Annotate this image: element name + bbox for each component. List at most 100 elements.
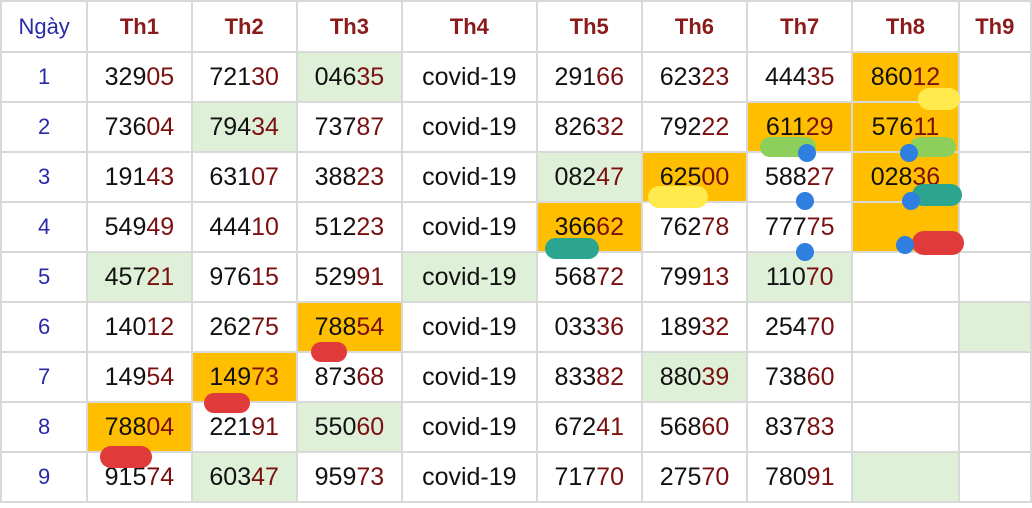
result-cell: 82632 <box>535 101 643 153</box>
result-cell <box>851 401 960 453</box>
result-digits-prefix: 837 <box>764 412 807 441</box>
result-digits-prefix: 788 <box>104 412 147 441</box>
result-cell: 95973 <box>295 451 404 503</box>
result-digits-prefix: 717 <box>554 462 597 491</box>
result-digits-prefix: 221 <box>209 412 252 441</box>
result-digits-prefix: 631 <box>209 162 252 191</box>
result-cell: 62323 <box>640 51 749 103</box>
header-th9: Th9 <box>957 0 1032 53</box>
result-digits-prefix: 833 <box>554 362 597 391</box>
result-digits-last-two: 30 <box>251 62 279 91</box>
result-cell: 44410 <box>190 201 298 253</box>
header-th6: Th6 <box>640 0 749 53</box>
result-digits-last-two: 22 <box>701 112 730 141</box>
result-digits-prefix: 799 <box>659 262 702 291</box>
result-digits-last-two: 49 <box>146 212 175 241</box>
result-digits-last-two: 05 <box>146 62 175 91</box>
result-digits-prefix: 149 <box>104 362 147 391</box>
result-cell <box>851 351 960 403</box>
result-digits-prefix: 568 <box>554 262 597 291</box>
result-cell: 38823 <box>295 151 404 203</box>
result-digits-last-two: 87 <box>356 112 385 141</box>
result-cell: covid-19 <box>401 251 538 303</box>
result-cell: 32905 <box>86 51 193 103</box>
result-digits-prefix: 033 <box>554 312 597 341</box>
blue-dot-marker <box>798 144 816 162</box>
result-cell: 29166 <box>535 51 643 103</box>
day-number: 3 <box>0 151 89 203</box>
result-digits-prefix: 880 <box>659 362 702 391</box>
result-digits-last-two: 68 <box>356 362 385 391</box>
day-number: 1 <box>0 51 89 103</box>
table-row: 9 91574 60347 95973 covid-19 71770 27570 78091 <box>0 451 1032 503</box>
result-digits-last-two: 91 <box>806 462 835 491</box>
result-cell: 63107 <box>190 151 298 203</box>
result-digits-last-two: 07 <box>251 162 279 191</box>
table-row: 5 45721 97615 52991 covid-19 56872 79913 11070 <box>0 251 1032 303</box>
header-th1: Th1 <box>86 0 193 53</box>
result-digits-last-two: 34 <box>251 112 279 141</box>
result-digits-prefix: 860 <box>870 62 913 91</box>
result-cell: 54949 <box>86 201 193 253</box>
result-digits-prefix: 780 <box>764 462 807 491</box>
result-digits-last-two: 12 <box>912 62 941 91</box>
result-digits-last-two: 70 <box>596 462 624 491</box>
yellow-highlight-mark <box>918 88 960 110</box>
result-digits-prefix: 149 <box>209 362 252 391</box>
result-digits-prefix: 254 <box>764 312 807 341</box>
result-digits-prefix: 444 <box>764 62 807 91</box>
result-cell: covid-19 <box>401 201 538 253</box>
result-digits-last-two: 75 <box>806 212 835 241</box>
result-cell: 55060 <box>295 401 404 453</box>
result-cell <box>957 451 1032 503</box>
result-cell: covid-19 <box>401 151 538 203</box>
red-highlight-mark <box>204 393 250 413</box>
result-digits-prefix: 826 <box>554 112 597 141</box>
day-number: 6 <box>0 301 89 353</box>
red-highlight-mark <box>912 231 964 255</box>
result-digits-last-two: 23 <box>356 212 385 241</box>
result-cell: 88039 <box>640 351 749 403</box>
result-cell: 11070 <box>746 251 854 303</box>
result-cell <box>851 251 960 303</box>
result-digits-prefix: 140 <box>104 312 147 341</box>
result-cell: 03336 <box>535 301 643 353</box>
header-th7: Th7 <box>746 0 854 53</box>
result-cell <box>957 401 1032 453</box>
result-digits-last-two: 29 <box>805 112 834 141</box>
result-digits-prefix: 046 <box>314 62 357 91</box>
result-digits-last-two: 70 <box>806 312 835 341</box>
result-cell <box>957 301 1032 353</box>
result-digits-prefix: 189 <box>659 312 702 341</box>
result-digits-last-two: 74 <box>146 462 175 491</box>
result-cell <box>957 201 1032 253</box>
red-highlight-mark <box>100 446 152 468</box>
result-digits-last-two: 21 <box>146 262 175 291</box>
result-cell: covid-19 <box>401 301 538 353</box>
result-cell: 86012 <box>851 51 960 103</box>
result-cell: 73787 <box>295 101 404 153</box>
blue-dot-marker <box>796 192 814 210</box>
result-digits-last-two: 66 <box>596 62 624 91</box>
result-digits-prefix: 737 <box>314 112 357 141</box>
result-cell: 83382 <box>535 351 643 403</box>
day-number: 2 <box>0 101 89 153</box>
result-digits-prefix: 388 <box>314 162 357 191</box>
table-row: 4 54949 44410 51223 covid-19 36662 76278 77775 <box>0 201 1032 253</box>
result-digits-prefix: 512 <box>314 212 357 241</box>
teal-highlight-mark <box>912 184 962 206</box>
header-th5: Th5 <box>535 0 643 53</box>
result-digits-prefix: 110 <box>765 262 806 291</box>
result-cell: covid-19 <box>401 101 538 153</box>
result-digits-prefix: 275 <box>659 462 702 491</box>
table-row: 6 14012 26275 78854 covid-19 03336 18932 25470 <box>0 301 1032 353</box>
result-cell: 44435 <box>746 51 854 103</box>
result-digits-prefix: 444 <box>209 212 252 241</box>
result-digits-prefix: 191 <box>104 162 147 191</box>
result-cell: covid-19 <box>401 51 538 103</box>
result-digits-prefix: 529 <box>314 262 357 291</box>
result-digits-last-two: 13 <box>701 262 730 291</box>
red-highlight-mark <box>311 342 347 362</box>
result-digits-last-two: 82 <box>596 362 624 391</box>
